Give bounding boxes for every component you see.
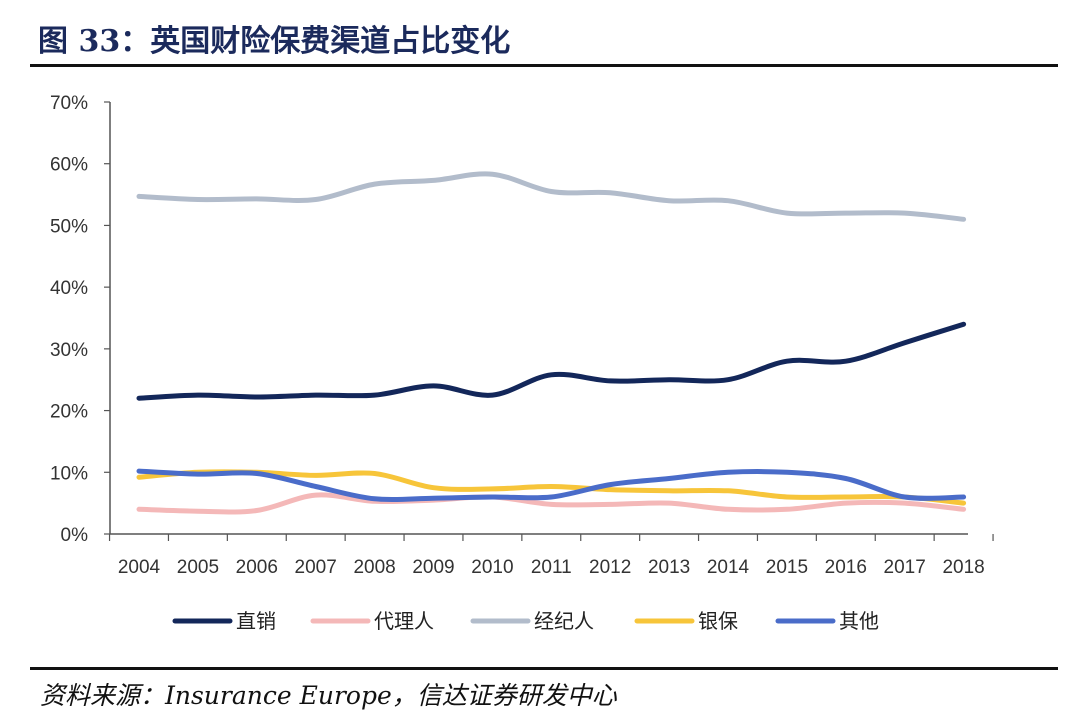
x-tick-label: 2006 xyxy=(236,557,278,578)
x-tick-label: 2005 xyxy=(177,557,219,578)
series-line-3 xyxy=(139,174,964,219)
x-tick-label: 2018 xyxy=(942,557,984,578)
y-tick-label: 70% xyxy=(50,93,88,114)
x-tick-label: 2009 xyxy=(412,557,454,578)
x-tick-label: 2017 xyxy=(884,557,926,578)
legend-label-5: 其他 xyxy=(839,609,879,633)
x-tick-label: 2004 xyxy=(118,557,161,578)
source-note: 资料来源：Insurance Europe，信达证券研发中心 xyxy=(40,676,617,712)
x-tick-label: 2015 xyxy=(766,557,808,578)
legend-label-2: 代理人 xyxy=(374,609,434,633)
x-tick-label: 2014 xyxy=(707,557,750,578)
x-tick-label: 2012 xyxy=(589,557,631,578)
legend-label-4: 银保 xyxy=(698,609,738,633)
x-tick-label: 2011 xyxy=(531,557,572,578)
chart-legend: 直销 代理人 经纪人 银保 其他 xyxy=(175,609,879,633)
series-line-1 xyxy=(139,324,964,398)
y-tick-label: 60% xyxy=(50,155,88,176)
x-tick-label: 2010 xyxy=(471,557,513,578)
y-tick-label: 40% xyxy=(50,278,88,299)
x-tick-label: 2016 xyxy=(825,557,867,578)
legend-label-1: 直销 xyxy=(236,609,276,633)
y-tick-label: 10% xyxy=(50,463,88,484)
x-tick-label: 2008 xyxy=(353,557,395,578)
y-tick-label: 0% xyxy=(61,525,89,546)
legend-label-3: 经纪人 xyxy=(534,609,594,633)
y-tick-label: 20% xyxy=(50,402,88,423)
y-tick-label: 30% xyxy=(50,340,88,361)
x-tick-label: 2013 xyxy=(648,557,690,578)
x-tick-label: 2007 xyxy=(295,557,337,578)
y-tick-label: 50% xyxy=(50,216,88,237)
chart-series xyxy=(139,174,964,512)
line-chart: 0% 10% 20% 30% 40% 50% 60% 70% 2004 2005 2006 2007 2… xyxy=(0,0,1078,660)
footer-divider xyxy=(30,667,1058,670)
